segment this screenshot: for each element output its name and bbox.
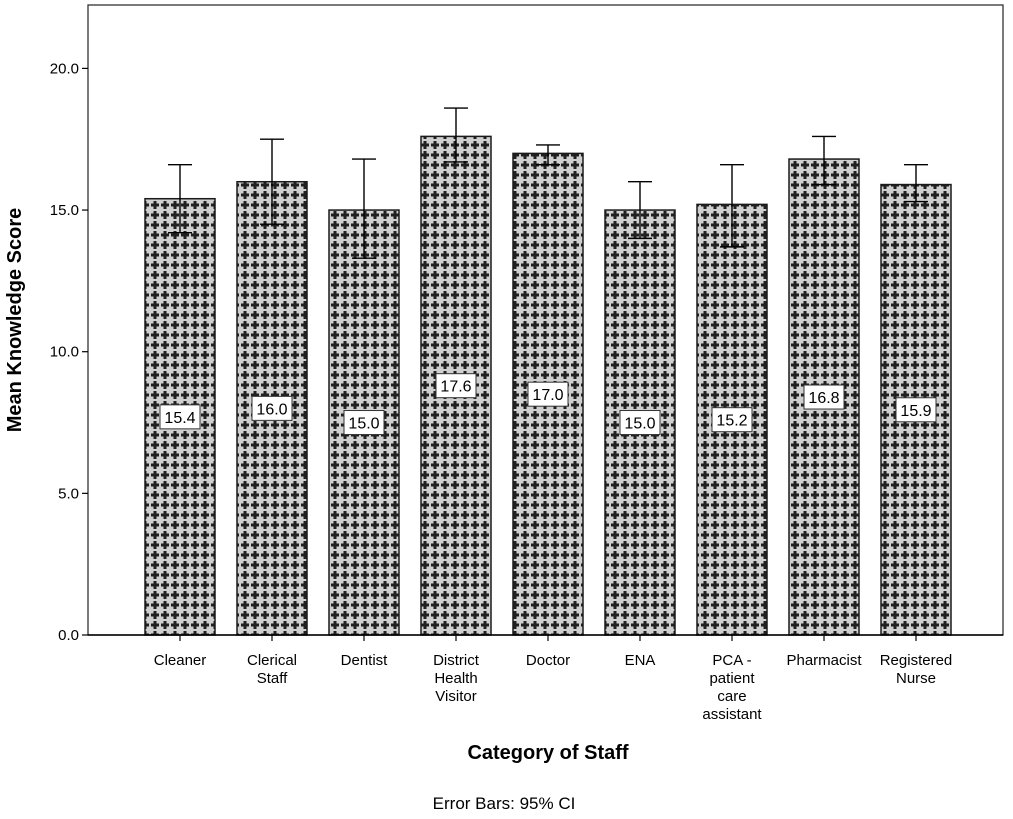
y-tick-label: 5.0 bbox=[58, 485, 79, 502]
y-tick-label: 20.0 bbox=[50, 60, 79, 77]
x-tick-label: Pharmacist bbox=[786, 652, 862, 669]
data-label: 17.6 bbox=[440, 379, 471, 396]
x-tick-label-line: PCA - bbox=[712, 652, 751, 669]
data-label-box bbox=[251, 395, 293, 421]
data-label: 16.8 bbox=[808, 390, 839, 407]
y-axis: 0.0 5.0 10.0 15.0 20.0 bbox=[50, 60, 88, 644]
x-tick-label: Doctor bbox=[526, 652, 570, 669]
x-axis-title: Category of Staff bbox=[467, 742, 628, 764]
x-tick-label: PCA -patient care assistant bbox=[702, 652, 762, 723]
x-tick-label: Registered Nurse bbox=[880, 652, 953, 687]
x-tick-label-line: Pharmacist bbox=[786, 652, 862, 669]
x-tick-label: District Health Visitor bbox=[433, 652, 480, 705]
x-tick-label-line: Clerical bbox=[247, 652, 297, 669]
data-label-box bbox=[619, 410, 661, 436]
x-tick-label: ENA bbox=[625, 652, 656, 669]
data-label-box bbox=[159, 404, 201, 430]
bars: 15.4 16.0 15.0 17.6 17.0 15.0 15.2 16.8 15.9 bbox=[144, 107, 952, 636]
data-label: 15.0 bbox=[348, 416, 379, 433]
x-axis: Cleaner Clerical Staff Dentist District Healt… bbox=[88, 634, 1003, 723]
y-axis-title: Mean Knowledge Score bbox=[4, 208, 26, 433]
y-tick-label: 10.0 bbox=[50, 344, 79, 361]
x-tick-label-line: Visitor bbox=[435, 688, 476, 705]
x-tick-label-line: care bbox=[717, 688, 746, 705]
data-label-box bbox=[343, 410, 385, 436]
y-tick-label: 0.0 bbox=[58, 627, 79, 644]
x-tick-label-line: patient bbox=[709, 670, 755, 687]
x-tick-label-line: ENA bbox=[625, 652, 656, 669]
x-tick-label-line: District bbox=[433, 652, 480, 669]
x-tick-label: Dentist bbox=[341, 652, 389, 669]
data-label: 15.4 bbox=[164, 410, 195, 427]
x-tick-label-line: Registered bbox=[880, 652, 953, 669]
data-label-box bbox=[711, 407, 753, 433]
x-tick-label: Cleaner bbox=[154, 652, 207, 669]
x-tick-label-line: Cleaner bbox=[154, 652, 207, 669]
x-tick-label-line: Health bbox=[434, 670, 477, 687]
data-label: 15.2 bbox=[716, 413, 747, 430]
x-tick-label: Clerical Staff bbox=[247, 652, 297, 687]
data-label-box bbox=[803, 384, 845, 410]
x-tick-label-line: assistant bbox=[702, 706, 762, 723]
data-label-box bbox=[527, 381, 569, 407]
data-label: 15.9 bbox=[900, 403, 931, 420]
data-label: 17.0 bbox=[532, 387, 563, 404]
data-label-box bbox=[895, 397, 937, 423]
data-label: 15.0 bbox=[624, 416, 655, 433]
x-tick-label-line: Nurse bbox=[896, 670, 936, 687]
x-tick-label-line: Doctor bbox=[526, 652, 570, 669]
x-tick-label-line: Staff bbox=[257, 670, 288, 687]
y-tick-label: 15.0 bbox=[50, 202, 79, 219]
data-label: 16.0 bbox=[256, 401, 287, 418]
x-tick-label-line: Dentist bbox=[341, 652, 389, 669]
error-bars-note: Error Bars: 95% CI bbox=[433, 794, 576, 813]
data-label-box bbox=[435, 373, 477, 399]
